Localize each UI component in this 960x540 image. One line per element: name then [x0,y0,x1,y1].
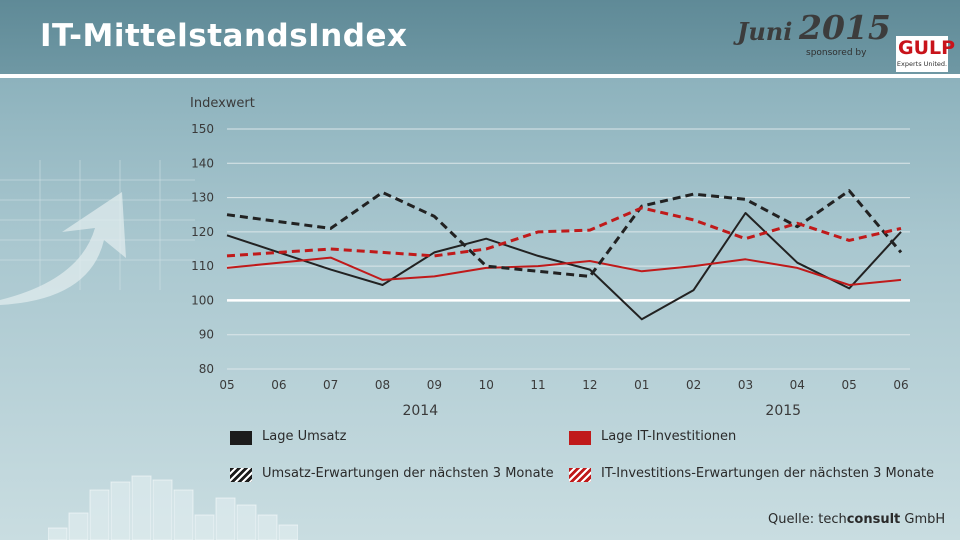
y-axis-label: Indexwert [190,96,255,111]
legend-label: Umsatz-Erwartungen der nächsten 3 Monate [262,466,554,481]
legend-swatch-solid-black [230,431,252,445]
x-tick-label: 08 [375,378,390,392]
decorative-bars [48,475,298,540]
source-note: Quelle: techconsult GmbH [768,512,945,527]
x-tick-label: 12 [582,378,597,392]
legend-swatch-hatched-red [569,468,591,482]
x-tick-label: 06 [893,378,908,392]
date-year: 2015 [799,8,891,47]
legend-label: IT-Investitions-Erwartungen der nächsten… [601,466,935,481]
page-title: IT-MittelstandsIndex [40,18,408,54]
y-tick-label: 130 [191,191,214,205]
y-tick-label: 140 [191,156,214,170]
x-tick-label: 04 [790,378,805,392]
header-divider [0,74,960,78]
series-line-3 [226,206,902,258]
legend-swatch-solid-red [569,431,591,445]
x-tick-label: 02 [686,378,701,392]
date-month: Juni [737,17,793,46]
sponsored-by-label: sponsored by [806,48,867,58]
header-bar [0,0,960,74]
series-line-2 [226,189,903,278]
x-tick-label: 05 [219,378,234,392]
y-tick-label: 100 [191,293,214,307]
y-tick-label: 110 [191,259,214,273]
y-tick-label: 120 [191,225,214,239]
x-tick-label: 09 [427,378,442,392]
sponsor-logo-tagline: Experts United. [896,60,948,68]
y-tick-label: 80 [199,362,214,376]
x-tick-label: 10 [479,378,494,392]
source-org-bold: consult [846,512,901,527]
legend-label: Lage Umsatz [262,429,347,444]
x-tick-label: 01 [634,378,649,392]
x-year-label: 2014 [402,403,438,419]
x-tick-label: 06 [271,378,286,392]
source-prefix: Quelle: [768,512,815,527]
x-tick-label: 07 [323,378,338,392]
decorative-arrow-icon [0,160,195,305]
x-tick-label: 05 [842,378,857,392]
x-year-label: 2015 [765,403,801,419]
x-tick-label: 11 [530,378,545,392]
source-org-suffix: GmbH [904,512,946,527]
y-tick-label: 90 [199,328,214,342]
series-line-1 [226,256,902,286]
y-tick-label: 150 [191,122,214,136]
sponsor-logo-text: GULP [898,37,956,59]
legend-label: Lage IT-Investitionen [601,429,737,444]
sponsor-logo: GULP Experts United. [896,36,956,72]
legend-swatch-hatched-black [230,468,252,482]
source-org-light: tech [818,512,847,527]
x-tick-label: 03 [738,378,753,392]
